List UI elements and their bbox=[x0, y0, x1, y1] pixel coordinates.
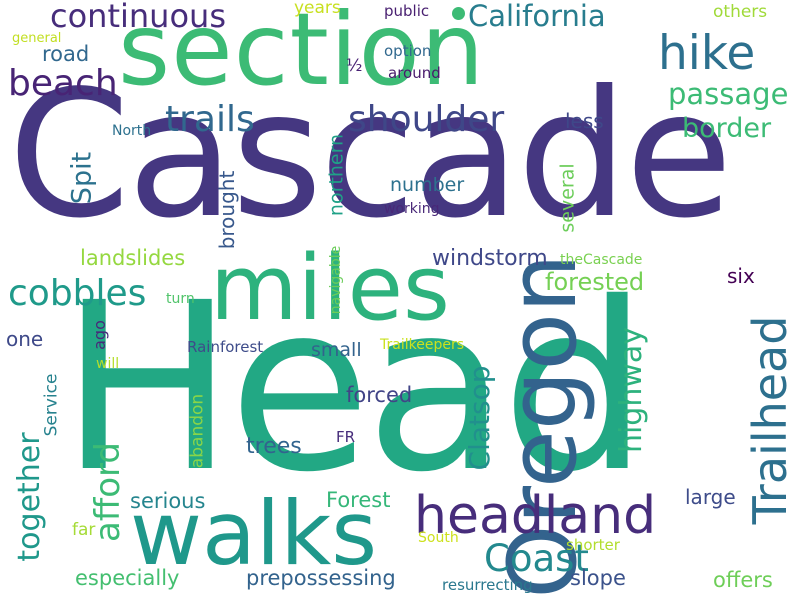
word-beach: beach bbox=[8, 63, 118, 104]
word-forced: forced bbox=[346, 383, 413, 407]
word-forest: Forest bbox=[326, 488, 391, 512]
word-service: Service bbox=[41, 373, 62, 437]
word-cobbles: cobbles bbox=[8, 273, 147, 314]
word-walks: walks bbox=[130, 482, 378, 585]
word-small: small bbox=[311, 339, 362, 361]
word-clatsop: Clatsop bbox=[463, 365, 496, 471]
word-spit: Spit bbox=[66, 151, 98, 205]
word-general: general bbox=[12, 31, 62, 46]
word-north: North bbox=[112, 123, 152, 139]
word-thecascade: theCascade bbox=[560, 252, 643, 268]
word-california: California bbox=[468, 0, 606, 33]
word-forested: forested bbox=[545, 268, 645, 296]
word-windstorm: windstorm bbox=[432, 246, 548, 271]
word-highway: highway bbox=[614, 326, 649, 454]
word-several: several bbox=[556, 163, 579, 233]
word-rainforest: Rainforest bbox=[187, 338, 264, 356]
word-road: road bbox=[42, 42, 90, 66]
word-resurrecting: resurrecting bbox=[442, 576, 533, 594]
word-offers: offers bbox=[713, 568, 773, 592]
word-working: working bbox=[384, 201, 440, 217]
word-one: one bbox=[6, 327, 44, 351]
word-continuous: continuous bbox=[50, 0, 226, 35]
word-half: ½ bbox=[346, 56, 363, 76]
word-afford: afford bbox=[88, 441, 128, 543]
bullet-dot bbox=[452, 7, 465, 20]
word-trailkeepers: Trailkeepers bbox=[380, 337, 464, 353]
word-large: large bbox=[685, 485, 736, 509]
word-shoulder: shoulder bbox=[348, 99, 505, 140]
word-turn: turn bbox=[166, 291, 195, 307]
word-hike: hike bbox=[658, 26, 756, 81]
word-years: years bbox=[294, 0, 341, 18]
word-trailhead: Trailhead bbox=[743, 315, 797, 525]
word-shorter: shorter bbox=[566, 536, 620, 554]
word-far: far bbox=[72, 520, 96, 540]
word-especially: especially bbox=[75, 566, 180, 590]
word-trees: trees bbox=[246, 434, 302, 459]
word-ago: ago bbox=[90, 320, 109, 350]
word-abandon: abandon bbox=[187, 393, 208, 469]
word-section: section bbox=[118, 0, 486, 108]
word-others: others bbox=[713, 2, 768, 22]
word-serious: serious bbox=[130, 489, 206, 513]
word-option: option bbox=[384, 42, 432, 60]
word-number: number bbox=[390, 174, 465, 196]
word-trails: trails bbox=[165, 99, 255, 140]
word-together: together bbox=[12, 432, 47, 562]
word-fr: FR bbox=[336, 428, 356, 446]
word-around: around bbox=[388, 64, 441, 82]
word-headland: headland bbox=[414, 486, 657, 546]
word-coast: Coast bbox=[484, 537, 589, 580]
word-passage: passage bbox=[668, 77, 789, 111]
word-miles: miles bbox=[210, 236, 450, 341]
word-less: less bbox=[565, 109, 604, 133]
word-public: public bbox=[384, 2, 430, 20]
word-border: border bbox=[682, 113, 772, 144]
word-prepossessing: prepossessing bbox=[246, 566, 396, 590]
word-navigable: navigable bbox=[328, 245, 344, 315]
word-head: Head bbox=[60, 253, 649, 523]
word-slope: slope bbox=[570, 566, 626, 590]
word-brought: brought bbox=[215, 170, 239, 250]
word-six: six bbox=[727, 264, 755, 288]
word-south: South bbox=[418, 530, 459, 546]
word-cascade: Cascade bbox=[8, 54, 733, 257]
word-landslides: landslides bbox=[80, 246, 186, 270]
word-will: will bbox=[96, 356, 120, 372]
word-northern: northern bbox=[325, 133, 348, 217]
